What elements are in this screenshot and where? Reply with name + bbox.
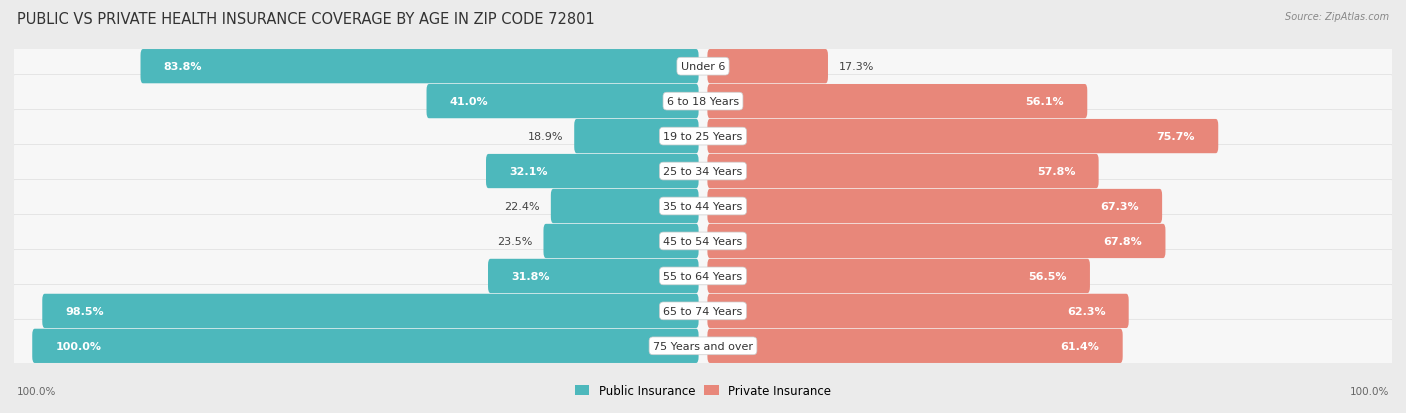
Text: 18.9%: 18.9% bbox=[527, 132, 562, 142]
FancyBboxPatch shape bbox=[11, 75, 1395, 128]
Text: 32.1%: 32.1% bbox=[509, 166, 548, 177]
FancyBboxPatch shape bbox=[11, 250, 1395, 303]
FancyBboxPatch shape bbox=[707, 259, 1090, 293]
FancyBboxPatch shape bbox=[42, 294, 699, 328]
FancyBboxPatch shape bbox=[14, 216, 1396, 269]
FancyBboxPatch shape bbox=[14, 42, 1396, 95]
FancyBboxPatch shape bbox=[707, 294, 1129, 328]
FancyBboxPatch shape bbox=[14, 77, 1396, 130]
Text: 22.4%: 22.4% bbox=[503, 202, 540, 211]
FancyBboxPatch shape bbox=[11, 145, 1395, 198]
Text: Source: ZipAtlas.com: Source: ZipAtlas.com bbox=[1285, 12, 1389, 22]
FancyBboxPatch shape bbox=[551, 190, 699, 223]
FancyBboxPatch shape bbox=[11, 215, 1395, 268]
Text: 45 to 54 Years: 45 to 54 Years bbox=[664, 236, 742, 247]
Text: 35 to 44 Years: 35 to 44 Years bbox=[664, 202, 742, 211]
Legend: Public Insurance, Private Insurance: Public Insurance, Private Insurance bbox=[571, 379, 835, 401]
FancyBboxPatch shape bbox=[14, 321, 1396, 374]
FancyBboxPatch shape bbox=[707, 120, 1218, 154]
FancyBboxPatch shape bbox=[426, 85, 699, 119]
FancyBboxPatch shape bbox=[11, 285, 1395, 338]
FancyBboxPatch shape bbox=[574, 120, 699, 154]
Text: 100.0%: 100.0% bbox=[1350, 387, 1389, 396]
FancyBboxPatch shape bbox=[11, 320, 1395, 373]
Text: 56.1%: 56.1% bbox=[1025, 97, 1064, 107]
FancyBboxPatch shape bbox=[486, 154, 699, 189]
FancyBboxPatch shape bbox=[544, 224, 699, 259]
Text: Under 6: Under 6 bbox=[681, 62, 725, 72]
Text: 19 to 25 Years: 19 to 25 Years bbox=[664, 132, 742, 142]
Text: 67.3%: 67.3% bbox=[1101, 202, 1139, 211]
FancyBboxPatch shape bbox=[11, 110, 1395, 163]
Text: 65 to 74 Years: 65 to 74 Years bbox=[664, 306, 742, 316]
Text: 75.7%: 75.7% bbox=[1157, 132, 1195, 142]
FancyBboxPatch shape bbox=[707, 50, 828, 84]
FancyBboxPatch shape bbox=[141, 50, 699, 84]
FancyBboxPatch shape bbox=[707, 190, 1163, 223]
Text: 62.3%: 62.3% bbox=[1067, 306, 1105, 316]
Text: 57.8%: 57.8% bbox=[1038, 166, 1076, 177]
Text: 75 Years and over: 75 Years and over bbox=[652, 341, 754, 351]
Text: PUBLIC VS PRIVATE HEALTH INSURANCE COVERAGE BY AGE IN ZIP CODE 72801: PUBLIC VS PRIVATE HEALTH INSURANCE COVER… bbox=[17, 12, 595, 27]
Text: 98.5%: 98.5% bbox=[66, 306, 104, 316]
FancyBboxPatch shape bbox=[707, 224, 1166, 259]
FancyBboxPatch shape bbox=[14, 286, 1396, 339]
FancyBboxPatch shape bbox=[707, 329, 1122, 363]
Text: 55 to 64 Years: 55 to 64 Years bbox=[664, 271, 742, 281]
Text: 31.8%: 31.8% bbox=[512, 271, 550, 281]
Text: 17.3%: 17.3% bbox=[839, 62, 875, 72]
FancyBboxPatch shape bbox=[14, 251, 1396, 304]
Text: 41.0%: 41.0% bbox=[450, 97, 488, 107]
FancyBboxPatch shape bbox=[11, 40, 1395, 93]
FancyBboxPatch shape bbox=[11, 180, 1395, 233]
FancyBboxPatch shape bbox=[707, 154, 1098, 189]
Text: 6 to 18 Years: 6 to 18 Years bbox=[666, 97, 740, 107]
FancyBboxPatch shape bbox=[14, 147, 1396, 199]
Text: 61.4%: 61.4% bbox=[1060, 341, 1099, 351]
FancyBboxPatch shape bbox=[14, 181, 1396, 235]
FancyBboxPatch shape bbox=[488, 259, 699, 293]
Text: 83.8%: 83.8% bbox=[163, 62, 202, 72]
Text: 56.5%: 56.5% bbox=[1028, 271, 1067, 281]
FancyBboxPatch shape bbox=[707, 85, 1087, 119]
Text: 100.0%: 100.0% bbox=[17, 387, 56, 396]
FancyBboxPatch shape bbox=[14, 112, 1396, 165]
Text: 23.5%: 23.5% bbox=[496, 236, 533, 247]
Text: 25 to 34 Years: 25 to 34 Years bbox=[664, 166, 742, 177]
FancyBboxPatch shape bbox=[32, 329, 699, 363]
Text: 100.0%: 100.0% bbox=[55, 341, 101, 351]
Text: 67.8%: 67.8% bbox=[1104, 236, 1142, 247]
